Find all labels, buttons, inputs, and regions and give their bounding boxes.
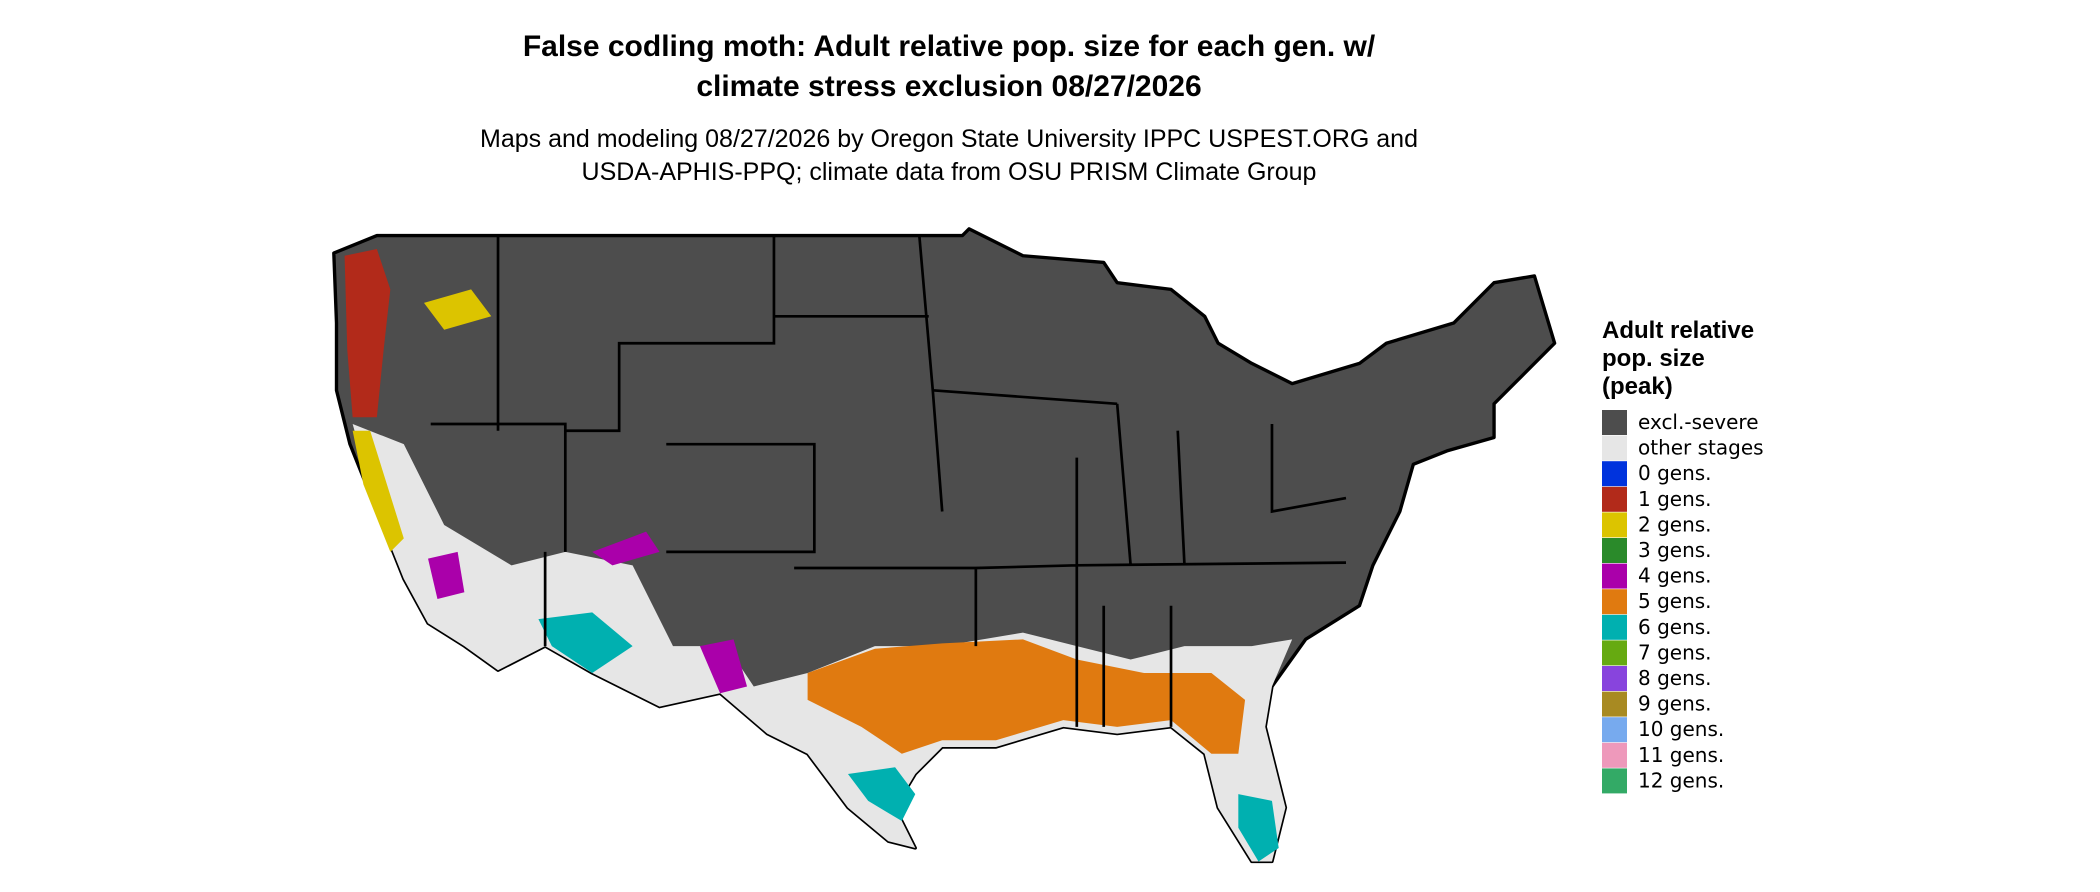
title-line: False codling moth: Adult relative pop. … [523,30,1376,63]
legend-label: 6 gens. [1638,615,1712,639]
legend-swatch [1602,640,1627,666]
legend-label: 2 gens. [1638,512,1712,536]
us-outline [332,227,1557,864]
legend-label: 10 gens. [1638,717,1724,741]
subtitle-line: Maps and modeling 08/27/2026 by Oregon S… [480,125,1418,153]
subtitle-line: USDA-APHIS-PPQ; climate data from OSU PR… [582,158,1317,186]
legend-label: excl.-severe [1638,410,1759,434]
legend-title-line: pop. size [1602,345,1705,372]
legend-label: 4 gens. [1638,564,1712,588]
legend-swatch [1602,691,1627,717]
legend-label: 1 gens. [1638,487,1712,511]
legend-swatch [1602,563,1627,589]
state-lines [430,235,1347,727]
legend-swatch [1602,614,1627,640]
legend-label: 7 gens. [1638,640,1712,664]
legend-label: other stages [1638,436,1764,460]
legend-swatch [1602,717,1627,743]
other-stages-region [352,423,1293,862]
legend-swatch [1602,768,1627,794]
legend-swatch [1602,666,1627,691]
legend-label: 12 gens. [1638,768,1724,792]
legend-swatch [1602,742,1627,768]
legend-label: 3 gens. [1638,538,1712,562]
legend-swatch [1602,435,1627,461]
title-line: climate stress exclusion 08/27/2026 [696,70,1201,103]
2-gens-region [352,289,492,552]
legend-label: 8 gens. [1638,666,1712,690]
legend-label: 9 gens. [1638,692,1712,716]
legend-swatch [1602,512,1627,538]
4-gens-region [428,531,748,694]
5-gens-region [807,639,1246,754]
legend-label: 11 gens. [1638,743,1724,767]
legend-swatch [1602,589,1627,615]
legend-label: 0 gens. [1638,461,1712,485]
legend-title-line: (peak) [1602,373,1673,400]
legend-swatch [1602,461,1627,487]
legend-label: 5 gens. [1638,589,1712,613]
legend-title-line: Adult relative [1602,317,1754,344]
map [332,227,1557,864]
legend-swatch [1602,538,1627,563]
legend-swatch [1602,486,1627,512]
legend-swatch [1602,410,1627,435]
6-gens-region [538,612,1279,862]
1-gens-region [344,249,391,418]
